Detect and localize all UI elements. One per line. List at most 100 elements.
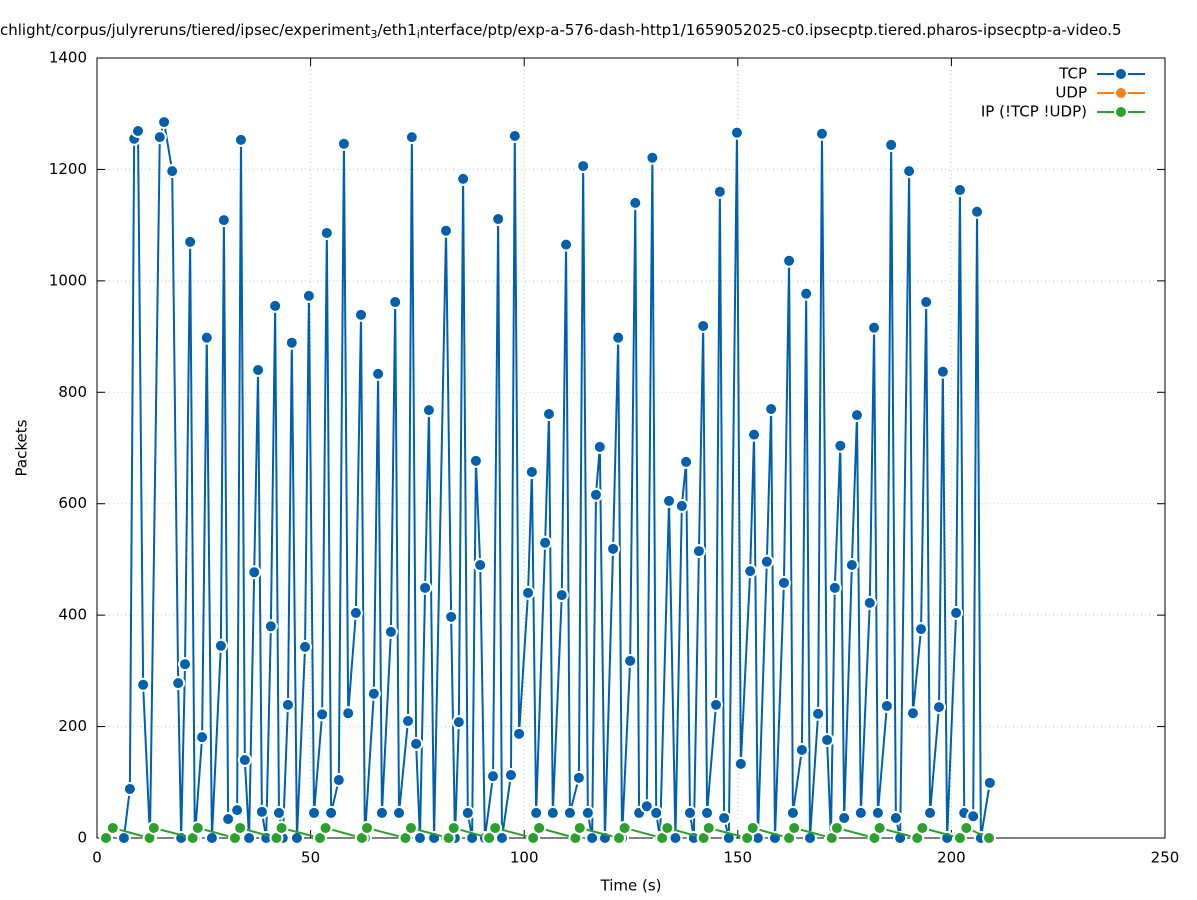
data-point: [668, 831, 683, 845]
data-point: [696, 318, 711, 333]
data-point: [606, 541, 621, 556]
data-point: [905, 706, 920, 721]
data-point: [122, 781, 137, 796]
data-point: [662, 493, 677, 508]
data-point: [853, 805, 868, 820]
data-point: [580, 805, 595, 820]
data-point: [298, 639, 313, 654]
data-point: [576, 159, 591, 174]
data-point: [460, 805, 475, 820]
data-point: [336, 136, 351, 151]
data-point: [446, 820, 461, 835]
data-point: [914, 622, 929, 637]
data-point: [981, 831, 996, 845]
data-point: [799, 286, 814, 301]
legend-marker: [1114, 105, 1128, 119]
data-point: [814, 126, 829, 141]
legend-marker: [1114, 67, 1128, 81]
data-point: [585, 831, 600, 845]
data-point: [263, 619, 278, 634]
data-point: [116, 831, 131, 845]
data-point: [532, 820, 547, 835]
data-point: [271, 805, 286, 820]
data-point: [348, 605, 363, 620]
title-part: chlight/corpus/julyreruns/tiered/ipsec/e…: [0, 21, 371, 39]
data-point: [456, 171, 471, 186]
data-point: [524, 464, 539, 479]
data-point: [935, 364, 950, 379]
data-point: [639, 799, 654, 814]
data-point: [879, 698, 894, 713]
data-point: [888, 810, 903, 825]
data-point: [645, 150, 660, 165]
data-point: [849, 408, 864, 423]
data-point: [307, 805, 322, 820]
x-tick-label: 200: [937, 849, 966, 867]
data-point: [833, 438, 848, 453]
data-point: [660, 820, 675, 835]
data-point: [146, 820, 161, 835]
data-point: [872, 820, 887, 835]
data-point: [366, 686, 381, 701]
data-point: [571, 770, 586, 785]
series-line: [122, 121, 991, 839]
data-point: [919, 295, 934, 310]
data-point: [529, 805, 544, 820]
data-point: [733, 756, 748, 771]
data-point: [221, 812, 236, 827]
data-point: [237, 753, 252, 767]
data-point: [105, 820, 120, 835]
title-part: nterface/ptp/exp-a-576-dash-http1/165905…: [420, 21, 1122, 39]
data-point: [729, 125, 744, 140]
data-point: [611, 330, 626, 345]
title-subscript: 3: [370, 28, 377, 41]
data-point: [341, 706, 356, 721]
data-point: [254, 804, 269, 819]
data-point: [902, 164, 917, 179]
title-part: /eth1: [377, 21, 416, 39]
data-point: [862, 595, 877, 610]
data-point: [152, 130, 167, 145]
y-tick-label: 200: [58, 717, 87, 735]
legend-label: TCP: [1058, 65, 1087, 83]
data-point: [764, 402, 779, 416]
y-tick-label: 1400: [49, 49, 87, 67]
data-point: [178, 657, 193, 672]
x-tick-label: 0: [92, 849, 102, 867]
plot-border: [96, 57, 1166, 839]
data-point: [743, 564, 758, 579]
data-point: [468, 453, 483, 468]
data-point: [388, 295, 403, 310]
data-point: [268, 298, 283, 313]
data-point: [970, 204, 985, 219]
data-point: [521, 585, 536, 600]
data-point: [785, 805, 800, 820]
data-point: [482, 831, 497, 845]
data-point: [216, 213, 231, 228]
data-point: [870, 805, 885, 820]
data-point: [837, 810, 852, 825]
data-point: [794, 742, 809, 757]
data-point: [251, 363, 266, 377]
data-point: [392, 805, 407, 820]
data-point: [136, 677, 151, 692]
data-point: [280, 697, 295, 712]
data-point: [421, 403, 436, 418]
data-point: [488, 820, 503, 835]
data-point: [700, 805, 715, 820]
legend-label: IP (!TCP !UDP): [981, 103, 1087, 121]
data-point: [562, 805, 577, 820]
data-point: [371, 366, 386, 381]
data-point: [709, 697, 724, 712]
data-point: [165, 164, 180, 179]
data-point: [157, 115, 172, 130]
x-tick-label: 150: [723, 849, 752, 867]
data-point: [318, 820, 333, 835]
data-point: [195, 730, 210, 745]
data-point: [383, 624, 398, 639]
data-point: [952, 831, 967, 845]
data-point: [418, 580, 433, 595]
y-tick-label: 600: [58, 494, 87, 512]
data-point: [541, 407, 556, 422]
